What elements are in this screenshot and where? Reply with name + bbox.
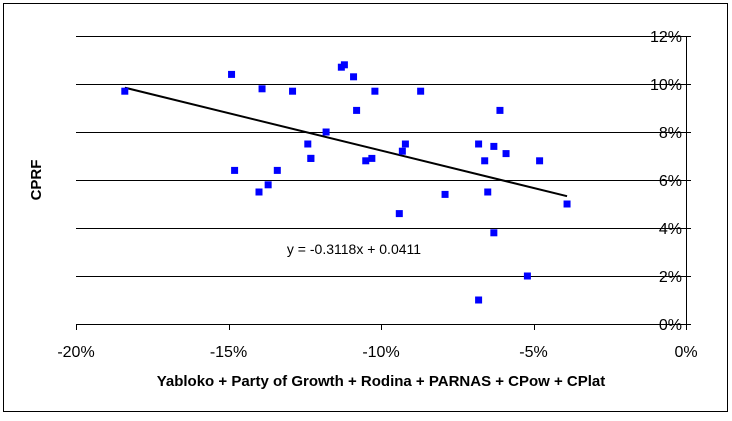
data-point-31: [502, 150, 510, 158]
y-tick-label: 4%: [659, 221, 682, 238]
data-point-15: [353, 106, 361, 114]
data-point-27: [484, 188, 492, 196]
y-tick-label: 2%: [659, 269, 682, 286]
data-point-8: [304, 140, 312, 148]
data-point-4: [258, 85, 266, 93]
data-point-29: [490, 229, 498, 237]
y-tick-label: 12%: [650, 29, 682, 46]
data-point-16: [362, 157, 370, 165]
data-point-33: [536, 157, 544, 165]
trendline-equation: y = -0.3118x + 0.0411: [287, 241, 421, 257]
data-point-25: [475, 296, 483, 304]
data-point-22: [417, 87, 425, 95]
data-point-18: [371, 87, 379, 95]
x-tick-label: -20%: [57, 344, 94, 361]
x-tick-label: 0%: [674, 344, 697, 361]
x-axis-title: Yabloko + Party of Growth + Rodina + PAR…: [157, 373, 606, 390]
y-tick-label: 8%: [659, 125, 682, 142]
data-point-30: [496, 106, 504, 114]
data-point-3: [255, 188, 263, 196]
data-point-21: [401, 140, 409, 148]
x-tick-label: -15%: [210, 344, 247, 361]
data-point-13: [340, 61, 348, 69]
x-tick-label: -5%: [519, 344, 547, 361]
data-point-5: [264, 181, 272, 189]
data-point-17: [368, 154, 376, 162]
data-point-0: [121, 87, 129, 95]
gridlines: [76, 36, 686, 277]
data-point-2: [231, 166, 239, 174]
trendline: [124, 86, 568, 198]
x-tick-label: -10%: [362, 344, 399, 361]
data-point-28: [490, 142, 498, 150]
tick-labels: 0% 2% 4% 6% 8% 10% 12% -20% -15% -10% -5% 0%: [57, 29, 697, 361]
data-point-10: [307, 154, 315, 162]
data-point-11: [322, 128, 330, 136]
chart-border: [3, 3, 728, 412]
y-tick-label: 0%: [659, 317, 682, 334]
data-point-26: [481, 157, 489, 165]
data-point-6: [273, 166, 281, 174]
data-point-1: [228, 70, 236, 78]
axes: [76, 36, 691, 330]
data-points: [121, 61, 571, 304]
data-point-34: [563, 200, 571, 208]
y-tick-label: 10%: [650, 77, 682, 94]
trendline-layer: [124, 86, 568, 198]
data-point-7: [289, 87, 297, 95]
data-point-24: [475, 140, 483, 148]
data-point-14: [350, 73, 358, 81]
y-axis-title: CPRF: [28, 160, 45, 201]
y-tick-label: 6%: [659, 173, 682, 190]
data-point-20: [398, 147, 406, 155]
data-point-19: [395, 210, 403, 218]
data-point-32: [523, 272, 531, 280]
data-point-23: [441, 190, 449, 198]
